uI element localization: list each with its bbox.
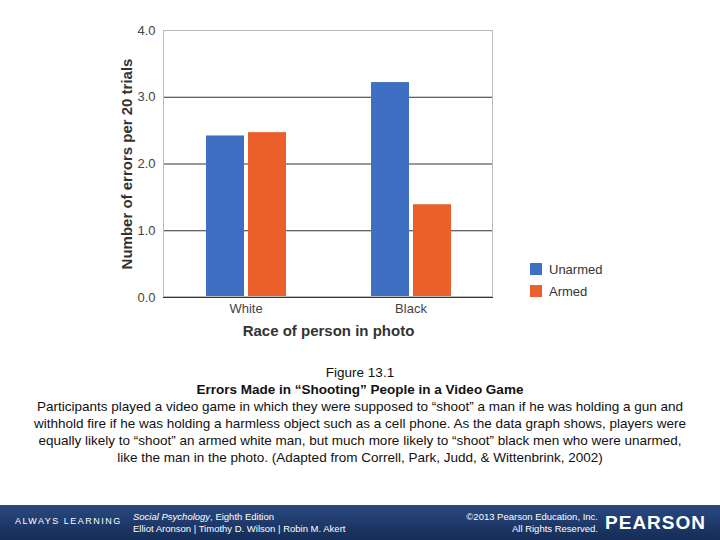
html-text:Participants played a video ga: Participants played a video game in whic… — [33, 399, 687, 465]
html-text:Errors Made in “Shooting” Peop: Errors Made in “Shooting” People in a Vi… — [196, 382, 524, 397]
html-text:Figure 13.1: Figure 13.1 — [325, 365, 395, 380]
html-text:Armed: Armed — [549, 283, 588, 299]
svg-text:Black: Black — [395, 301, 427, 316]
svg-text:3.0: 3.0 — [137, 89, 155, 104]
svg-text:Race of person in photo: Race of person in photo — [243, 322, 415, 339]
svg-text:2.0: 2.0 — [137, 156, 155, 171]
html-text:ALWAYS LEARNING: ALWAYS LEARNING — [15, 516, 122, 526]
html-text:Elliot Aronson | Timothy D. Wi: Elliot Aronson | Timothy D. Wilson | Rob… — [133, 523, 346, 534]
html-text:Social Psychology, Eighth Edit: Social Psychology, Eighth Edition — [133, 511, 274, 522]
svg-text:White: White — [229, 301, 262, 316]
html-text:©2013 Pearson Education, Inc.: ©2013 Pearson Education, Inc. — [466, 511, 598, 522]
svg-text:4.0: 4.0 — [137, 23, 155, 38]
html-text:Unarmed: Unarmed — [549, 261, 603, 277]
svg-text:1.0: 1.0 — [137, 223, 155, 238]
svg-text:0.0: 0.0 — [137, 290, 155, 305]
html-text:All Rights Reserved. PEARSON: All Rights Reserved. PEARSON — [511, 512, 706, 534]
svg-text:Number of errors per 20 trials: Number of errors per 20 trials — [118, 59, 135, 270]
